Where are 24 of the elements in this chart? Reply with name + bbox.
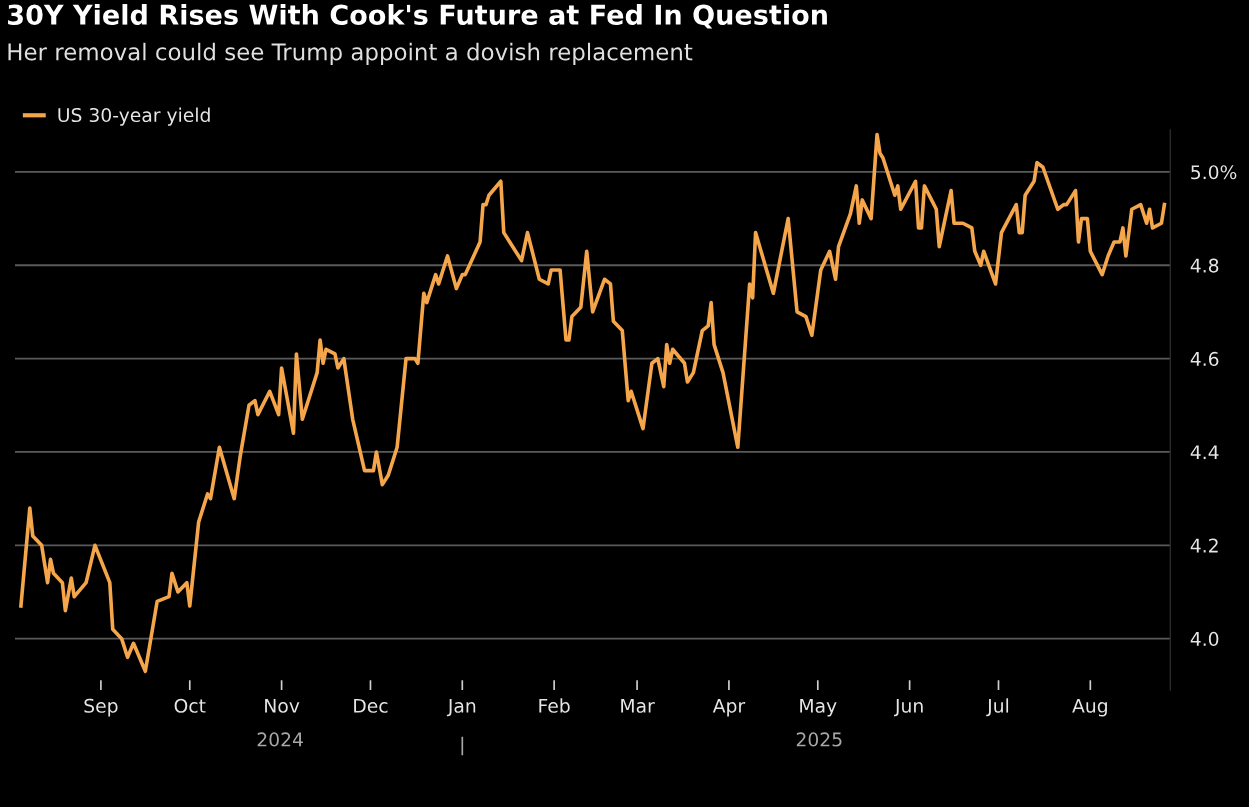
x-tick-label: Feb bbox=[539, 698, 570, 713]
x-tick-label: Oct bbox=[174, 698, 206, 713]
y-tick-label: 4.8 bbox=[1190, 258, 1219, 273]
y-tick-label: 4.4 bbox=[1190, 445, 1219, 460]
chart-subtitle: Her removal could see Trump appoint a dovish replacement bbox=[8, 42, 693, 65]
y-tick-label: 5.0% bbox=[1191, 165, 1237, 180]
x-tick-label: Jun bbox=[894, 698, 923, 717]
x-tick-label: Aug bbox=[1072, 698, 1107, 717]
line-series bbox=[19, 132, 1167, 674]
y-tick-label: 4.2 bbox=[1190, 538, 1218, 553]
text: 2025 bbox=[796, 732, 842, 747]
x-tick-label: Jan bbox=[446, 698, 476, 717]
x-tick-label: Nov bbox=[265, 698, 300, 713]
text: 2024 bbox=[257, 732, 303, 747]
legend-label: US 30-year yield bbox=[58, 107, 210, 126]
x-tick-label: May bbox=[800, 698, 837, 717]
chart-title: 30Y Yield Rises With Cook's Future at Fed In Question bbox=[8, 4, 827, 29]
x-tick-label: Mar bbox=[621, 698, 655, 713]
x-tick-label: Apr bbox=[712, 698, 746, 717]
y-tick-label: 4.6 bbox=[1190, 351, 1219, 367]
x-tick-label: Dec bbox=[354, 698, 388, 713]
y-tick-label: 4.0 bbox=[1190, 631, 1219, 647]
x-tick-label: Sep bbox=[84, 698, 118, 717]
x-tick-label: Jul bbox=[986, 698, 1009, 717]
